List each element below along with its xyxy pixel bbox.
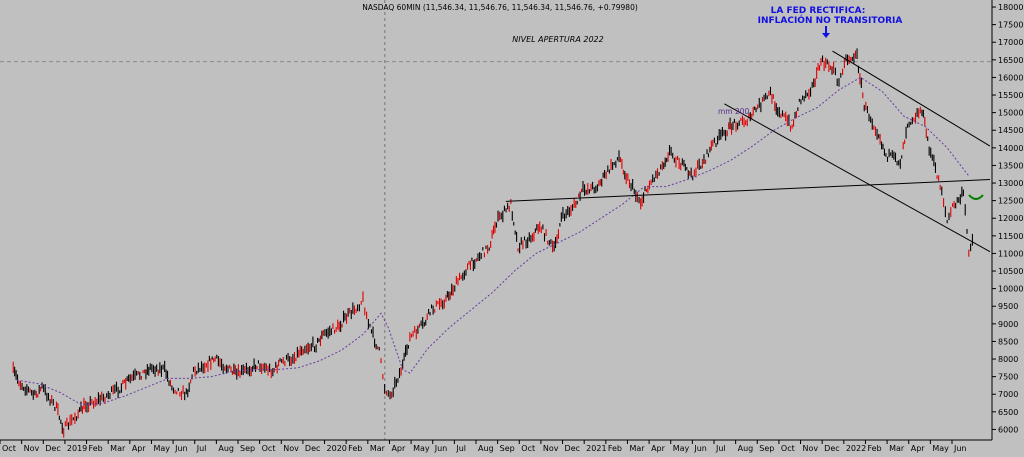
x-tick-label: Dec — [824, 444, 839, 453]
x-tick-label: Dec — [565, 444, 580, 453]
y-tick-label: 12500 — [998, 197, 1023, 206]
x-tick-label: Feb — [89, 444, 103, 453]
chart-grid — [0, 0, 992, 440]
x-tick-label: Jun — [693, 444, 707, 453]
y-tick-label: 13500 — [998, 161, 1023, 170]
x-tick-label: Oct — [2, 444, 16, 453]
x-axis: Oct Nov Dec 2019 Feb Mar Apr May Jun Jul Aug Sep Oct… — [0, 439, 992, 453]
x-tick-label: Mar — [370, 444, 386, 453]
x-tick-label: Mar — [889, 444, 905, 453]
y-tick-label: 16000 — [998, 73, 1023, 82]
y-axis: 18000 17500 17000 16500 16000 15500 15000 14500… — [991, 0, 1023, 440]
x-tick-label: 2019 — [67, 444, 87, 453]
y-tick-label: 18000 — [998, 3, 1023, 12]
y-tick-label: 14000 — [998, 144, 1023, 153]
y-tick-label: 7500 — [998, 373, 1018, 382]
y-tick-label: 6500 — [998, 408, 1018, 417]
y-tick-label: 9000 — [998, 320, 1018, 329]
x-tick-label: Jul — [455, 444, 466, 453]
x-tick-label: Sep — [240, 444, 255, 453]
x-tick-label: Apr — [911, 444, 926, 453]
y-tick-label: 17000 — [998, 38, 1023, 47]
x-tick-label: Feb — [867, 444, 881, 453]
annotation-arrow-head — [822, 33, 830, 38]
x-tick-label: Aug — [738, 444, 754, 453]
x-tick-label: Mar — [110, 444, 126, 453]
x-tick-label: Jun — [953, 444, 967, 453]
x-tick-label: Apr — [651, 444, 666, 453]
y-tick-label: 6000 — [998, 425, 1018, 434]
y-tick-label: 15000 — [998, 109, 1023, 118]
y-tick-label: 13000 — [998, 179, 1023, 188]
x-tick-label: Sep — [500, 444, 515, 453]
x-tick-label: Mar — [629, 444, 645, 453]
x-tick-label: Aug — [218, 444, 234, 453]
x-tick-label: Jun — [434, 444, 448, 453]
x-tick-label: May — [673, 444, 690, 453]
y-tick-label: 10500 — [998, 267, 1023, 276]
x-tick-label: 2020 — [327, 444, 347, 453]
y-tick-label: 9500 — [998, 302, 1018, 311]
x-tick-label: Jul — [196, 444, 207, 453]
x-tick-label: Nov — [283, 444, 299, 453]
x-tick-label: Feb — [348, 444, 362, 453]
annotation-line-2: INFLACIÓN NO TRANSITORIA — [758, 14, 903, 26]
y-tick-label: 7000 — [998, 390, 1018, 399]
y-tick-label: 10000 — [998, 285, 1023, 294]
x-tick-label: Aug — [478, 444, 494, 453]
price-candles — [12, 48, 973, 438]
y-tick-label: 16500 — [998, 56, 1023, 65]
x-tick-label: Apr — [132, 444, 147, 453]
x-tick-label: Apr — [391, 444, 406, 453]
x-tick-label: Oct — [262, 444, 276, 453]
trendline — [832, 50, 991, 147]
ma-200-line — [16, 76, 970, 406]
ma-label: mm 200 — [718, 107, 750, 116]
y-tick-label: 17500 — [998, 21, 1023, 30]
chart-overlays — [16, 26, 991, 406]
annotation-line-1: LA FED RECTIFICA: — [771, 6, 866, 16]
x-tick-label: Nov — [543, 444, 559, 453]
bottom-marker-arc — [968, 194, 984, 200]
x-tick-label: Sep — [759, 444, 774, 453]
x-tick-label: 2021 — [586, 444, 606, 453]
y-tick-label: 14500 — [998, 126, 1023, 135]
x-tick-label: Dec — [305, 444, 320, 453]
x-tick-label: Jul — [715, 444, 726, 453]
y-tick-label: 8500 — [998, 337, 1018, 346]
level-label: NIVEL APERTURA 2022 — [512, 35, 603, 44]
x-tick-label: May — [153, 444, 170, 453]
x-tick-label: Jun — [174, 444, 188, 453]
x-tick-label: Feb — [608, 444, 622, 453]
y-tick-label: 11500 — [998, 232, 1023, 241]
trendline — [724, 103, 991, 253]
x-tick-label: Oct — [521, 444, 535, 453]
x-tick-label: Nov — [803, 444, 819, 453]
y-tick-label: 11000 — [998, 249, 1023, 258]
y-tick-label: 12000 — [998, 214, 1023, 223]
x-tick-label: May — [932, 444, 949, 453]
y-tick-label: 15500 — [998, 91, 1023, 100]
x-tick-label: Nov — [24, 444, 40, 453]
x-tick-label: 2022 — [846, 444, 866, 453]
chart-title: NASDAQ 60MIN (11,546.34, 11,546.76, 11,5… — [362, 3, 638, 12]
x-tick-label: May — [413, 444, 430, 453]
x-tick-label: Oct — [781, 444, 795, 453]
y-tick-label: 8000 — [998, 355, 1018, 364]
x-tick-label: Dec — [45, 444, 60, 453]
trendline — [505, 179, 991, 202]
